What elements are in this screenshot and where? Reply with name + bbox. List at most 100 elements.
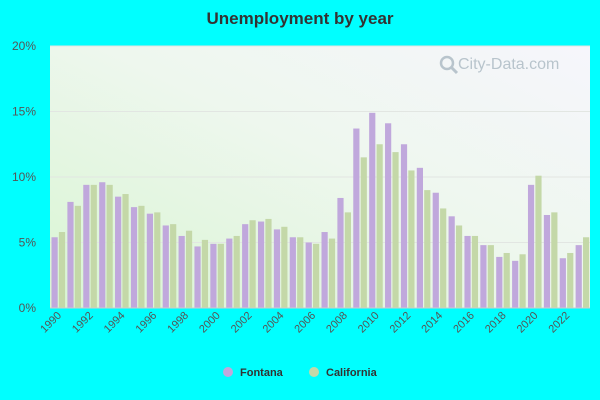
bar-fontana-2003: [257, 221, 265, 308]
bar-california-2013: [424, 190, 431, 308]
bar-fontana-2022: [559, 258, 566, 308]
bar-fontana-1998: [178, 235, 185, 308]
x-tick-label: 1996: [134, 310, 160, 336]
bar-california-2023: [583, 237, 590, 308]
x-tick-label: 2014: [419, 310, 445, 336]
bar-fontana-1992: [83, 184, 90, 308]
chart-title: Unemployment by year: [206, 9, 393, 28]
bar-california-2020: [535, 175, 542, 308]
bar-california-2021: [551, 212, 558, 308]
bar-fontana-1994: [115, 196, 122, 308]
bar-california-1995: [138, 205, 145, 308]
y-tick-label: 0%: [19, 301, 37, 315]
x-tick-label: 2012: [388, 310, 414, 336]
x-tick-label: 1998: [165, 310, 191, 336]
bar-fontana-1996: [146, 213, 153, 308]
x-tick-label: 2000: [197, 310, 223, 336]
bar-fontana-2014: [432, 192, 439, 308]
bar-california-2002: [249, 220, 256, 308]
bar-california-2003: [265, 218, 272, 308]
bar-california-2014: [440, 208, 447, 308]
bar-california-2019: [519, 254, 526, 308]
bar-california-2015: [455, 225, 463, 308]
bar-california-1999: [201, 239, 209, 308]
x-tick-label: 2020: [515, 310, 541, 336]
bar-fontana-2021: [543, 214, 551, 308]
bar-fontana-2017: [480, 245, 487, 308]
legend-label-fontana: Fontana: [240, 367, 284, 379]
legend-swatch-california: [309, 367, 319, 377]
bar-california-1991: [74, 205, 81, 308]
bar-california-2006: [313, 243, 320, 308]
legend-item-california: California: [309, 367, 378, 379]
x-tick-label: 2002: [229, 310, 255, 336]
bars: [51, 112, 590, 308]
bar-california-1990: [58, 232, 66, 308]
x-tick-label: 1994: [102, 310, 128, 336]
y-tick-label: 20%: [12, 39, 36, 53]
bar-california-2010: [376, 144, 383, 308]
bar-california-2022: [567, 252, 574, 308]
bar-california-1992: [90, 184, 97, 308]
bar-california-1994: [122, 194, 129, 308]
bar-california-2001: [233, 235, 240, 308]
bar-fontana-2015: [448, 216, 455, 308]
bar-california-1998: [185, 230, 193, 308]
bar-california-2011: [392, 152, 399, 308]
bar-fontana-2010: [369, 112, 376, 308]
bar-california-2005: [297, 237, 304, 308]
watermark-text: City-Data.com: [458, 56, 559, 73]
bar-california-2008: [344, 212, 351, 308]
x-tick-label: 2022: [546, 310, 572, 336]
x-axis-ticks: 1990 1992 1994 1996 1998 2000 2002 2004 2006 2008…: [38, 310, 572, 336]
bar-fontana-1997: [162, 225, 169, 308]
bar-fontana-2016: [464, 235, 471, 308]
bar-fontana-2008: [337, 197, 344, 308]
bar-fontana-2007: [321, 232, 328, 308]
bar-california-2016: [471, 235, 479, 308]
bar-fontana-2004: [273, 229, 281, 308]
bar-fontana-1995: [130, 207, 138, 308]
x-tick-label: 2004: [261, 310, 287, 336]
legend-item-fontana: Fontana: [223, 367, 284, 379]
bar-fontana-2009: [353, 128, 360, 308]
bar-fontana-2019: [512, 260, 519, 308]
bar-fontana-2020: [527, 184, 535, 308]
bar-california-1993: [106, 184, 113, 308]
bar-california-2018: [503, 252, 510, 308]
bar-fontana-2000: [210, 243, 217, 308]
bar-fontana-1990: [51, 237, 58, 308]
bar-fontana-2012: [400, 144, 408, 308]
bar-fontana-2013: [416, 167, 423, 308]
x-tick-label: 2016: [451, 310, 477, 336]
bar-fontana-2006: [305, 242, 312, 308]
bar-california-1996: [154, 212, 161, 308]
bar-fontana-1993: [99, 182, 106, 308]
bar-california-2012: [408, 170, 415, 308]
y-tick-label: 10%: [12, 170, 36, 184]
y-tick-label: 15%: [12, 105, 36, 119]
bar-california-2004: [281, 226, 288, 308]
watermark: City-Data.com: [439, 55, 559, 75]
x-tick-label: 2008: [324, 310, 350, 336]
x-tick-label: 1992: [70, 310, 96, 336]
legend: Fontana California: [223, 367, 378, 379]
x-tick-label: 2010: [356, 310, 382, 336]
bar-fontana-1999: [194, 246, 201, 308]
y-tick-label: 5%: [19, 236, 37, 250]
bar-california-1997: [170, 224, 177, 308]
bar-fontana-2011: [385, 123, 392, 308]
legend-swatch-fontana: [223, 367, 233, 377]
x-tick-label: 2006: [292, 310, 318, 336]
bar-fontana-2002: [242, 224, 249, 308]
magnifier-icon: [439, 55, 459, 75]
bar-fontana-2018: [496, 256, 503, 308]
x-tick-label: 2018: [483, 310, 509, 336]
bar-fontana-2001: [226, 238, 233, 308]
bar-california-2009: [360, 157, 367, 308]
y-axis-ticks: 0% 5% 10% 15% 20%: [12, 39, 36, 315]
bar-california-2007: [328, 238, 336, 308]
bar-california-2000: [217, 243, 224, 308]
bar-california-2017: [487, 245, 494, 308]
